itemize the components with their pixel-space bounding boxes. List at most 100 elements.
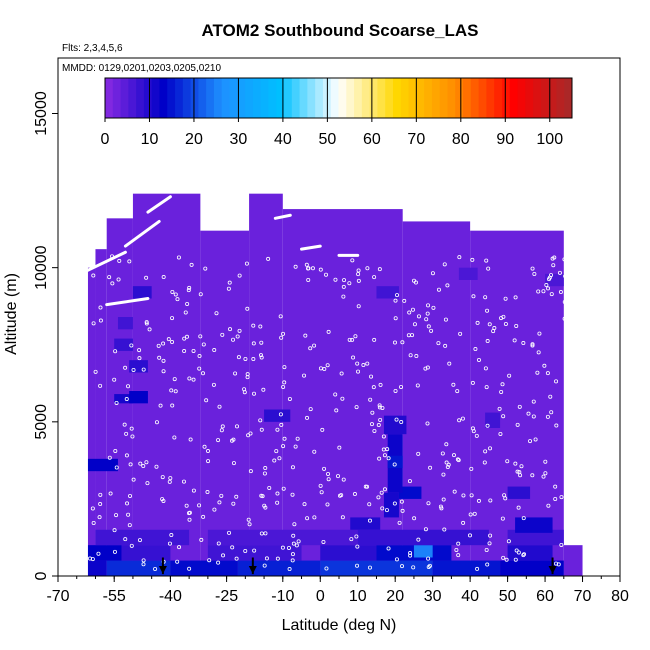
sample-marker (500, 516, 505, 521)
sample-marker (231, 437, 236, 442)
sample-marker (279, 422, 284, 427)
sample-marker (220, 332, 225, 337)
sample-marker (306, 266, 311, 271)
sample-marker (319, 490, 324, 495)
sample-marker (423, 527, 428, 532)
sample-marker (221, 553, 226, 558)
sample-marker (173, 389, 178, 394)
sample-marker (519, 464, 524, 469)
sample-marker (197, 354, 202, 359)
sample-marker (559, 542, 564, 547)
sample-marker (237, 328, 242, 333)
sample-marker (129, 426, 134, 431)
sample-marker (231, 461, 236, 466)
colorbar-swatch (439, 78, 448, 118)
sample-marker (372, 428, 377, 433)
sample-marker (122, 422, 127, 427)
sample-marker (454, 547, 459, 552)
sample-marker (170, 340, 175, 345)
sample-marker (248, 431, 253, 436)
sample-marker (278, 314, 283, 319)
data-extent-block (282, 209, 403, 576)
sample-marker (455, 457, 460, 462)
dates-label: MMDD: 0129,0201,0203,0205,0210 (62, 63, 221, 74)
x-tick-label: -55 (103, 588, 126, 605)
y-tick-label: 5000 (33, 404, 50, 440)
sample-marker (371, 385, 376, 390)
colorbar-swatch (330, 78, 339, 118)
colorbar-swatch (400, 78, 410, 118)
sample-marker (212, 348, 217, 353)
sample-marker (236, 355, 241, 360)
y-tick-label: 0 (33, 571, 50, 580)
sample-marker (141, 367, 146, 372)
colorbar-swatch (377, 78, 386, 118)
sample-marker (156, 343, 161, 348)
sample-marker (530, 343, 535, 348)
sample-marker (144, 460, 149, 465)
data-extent-block (87, 267, 96, 576)
sample-marker (112, 528, 117, 533)
heatmap-cell (376, 286, 399, 299)
sample-marker (501, 414, 506, 419)
sample-marker (216, 541, 221, 546)
sample-marker (532, 271, 537, 276)
sample-marker (415, 383, 420, 388)
profile-streak (273, 213, 292, 220)
sample-marker (147, 327, 152, 332)
sample-marker (154, 420, 159, 425)
sample-marker (126, 384, 131, 389)
sample-marker (306, 278, 311, 283)
sample-marker (264, 556, 269, 561)
sample-marker (352, 492, 357, 497)
sample-marker (485, 423, 490, 428)
sample-marker (128, 462, 133, 467)
sample-marker (452, 489, 457, 494)
sample-marker (500, 382, 505, 387)
sample-marker (445, 465, 450, 470)
sample-marker (137, 538, 142, 543)
x-tick-label: -70 (46, 588, 69, 605)
colorbar-swatch (299, 78, 308, 118)
sample-marker (124, 397, 129, 402)
sample-marker (107, 455, 112, 460)
sample-marker (533, 437, 538, 442)
sample-marker (131, 367, 136, 372)
sample-marker (243, 356, 248, 361)
sample-marker (546, 277, 551, 282)
sample-marker (356, 278, 361, 283)
sample-marker (187, 517, 192, 522)
colorbar-swatch (346, 78, 355, 118)
colorbar-swatch (478, 78, 487, 118)
sample-marker (393, 316, 398, 321)
sample-marker (413, 280, 418, 285)
sample-marker (263, 505, 268, 510)
sample-marker (503, 496, 508, 501)
sample-marker (377, 267, 382, 272)
sample-marker (341, 284, 346, 289)
x-tick-label: 50 (499, 588, 517, 605)
sample-marker (198, 334, 203, 339)
sample-marker (173, 292, 178, 297)
sample-marker (424, 317, 429, 322)
sample-marker (303, 333, 308, 338)
sample-marker (456, 458, 461, 463)
sample-marker (191, 348, 196, 353)
sample-marker (287, 396, 292, 401)
sample-marker (318, 267, 323, 272)
sample-marker (546, 286, 551, 291)
sample-marker (446, 462, 451, 467)
sample-marker (170, 289, 175, 294)
sample-marker (98, 318, 103, 323)
sample-marker (476, 358, 481, 363)
arrow-head-icon (248, 566, 257, 574)
colorbar-swatch (416, 78, 425, 118)
colorbar-swatch (307, 78, 316, 118)
heatmap-cell (500, 560, 564, 576)
y-tick-label: 15000 (33, 91, 50, 136)
sample-marker (205, 490, 210, 495)
sample-marker (334, 408, 339, 413)
heatmap-cell (350, 517, 381, 530)
sample-marker (281, 444, 286, 449)
sample-marker (378, 417, 383, 422)
